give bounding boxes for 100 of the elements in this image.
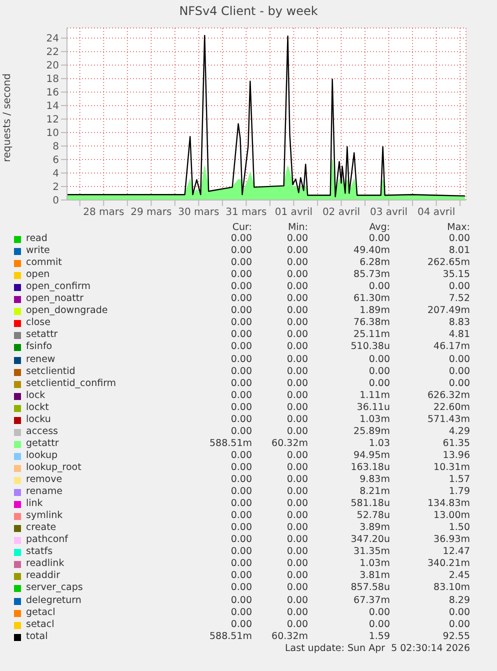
- data-label: 0.00: [230, 390, 252, 401]
- data-label: 0.00: [230, 233, 252, 244]
- y-axis-title: requests / second: [2, 72, 14, 164]
- data-label: 1.03m: [360, 414, 390, 425]
- y-tick-label: 12: [46, 114, 59, 126]
- data-label: 2.45: [448, 570, 470, 582]
- data-label: 13.96: [442, 450, 470, 461]
- category-label: open_confirm: [26, 281, 90, 292]
- data-label: 0.00: [230, 534, 252, 546]
- data-label: 1.89m: [360, 305, 390, 316]
- category-label: fsinfo: [26, 341, 52, 352]
- data-label: 0.00: [230, 341, 252, 352]
- data-label: 0.00: [286, 498, 308, 510]
- data-label: 0.00: [368, 378, 390, 389]
- data-label: 0.00: [448, 354, 470, 364]
- category-label: server_caps: [26, 582, 83, 594]
- data-label: 46.17m: [434, 341, 470, 352]
- category-label: setattr: [26, 329, 58, 340]
- data-label: 0.00: [286, 414, 308, 425]
- data-label: 85.73m: [354, 269, 390, 280]
- text: Min:: [288, 222, 308, 233]
- category-label: close: [26, 317, 50, 328]
- category-label: getattr: [26, 438, 59, 449]
- data-label: 207.49m: [428, 305, 470, 316]
- data-label: 61.35: [442, 438, 470, 449]
- x-tick-label: 30 mars: [178, 207, 220, 218]
- data-label: 0.00: [286, 558, 308, 570]
- data-label: 1.03: [368, 438, 390, 449]
- category-label: lookup_root: [26, 462, 82, 473]
- data-label: 0.00: [368, 354, 390, 364]
- data-label: 60.32m: [272, 438, 308, 449]
- data-label: 61.30m: [354, 293, 390, 304]
- data-label: 0.00: [230, 366, 252, 377]
- category-label: total: [26, 630, 48, 642]
- data-label: 0.00: [230, 474, 252, 485]
- data-label: 0.00: [368, 606, 390, 618]
- data-label: 0.00: [230, 558, 252, 570]
- category-label: open_downgrade: [26, 305, 108, 316]
- data-label: 31.35m: [354, 546, 390, 558]
- data-label: 0.00: [230, 498, 252, 510]
- data-label: 1.11m: [360, 390, 390, 401]
- x-tick-label: 28 mars: [83, 207, 124, 218]
- data-label: 0.00: [230, 594, 252, 606]
- data-label: 571.43m: [428, 414, 470, 425]
- data-label: 8.21m: [360, 486, 390, 498]
- data-label: 0.00: [230, 402, 252, 413]
- data-label: 0.00: [286, 366, 308, 377]
- data-label: 0.00: [286, 462, 308, 473]
- data-label: 60.32m: [272, 630, 308, 642]
- data-label: 0.00: [230, 414, 252, 425]
- data-label: 3.89m: [360, 522, 390, 534]
- data-label: 49.40m: [354, 245, 390, 256]
- data-label: 347.20u: [350, 534, 390, 546]
- category-label: lockt: [26, 402, 49, 413]
- data-label: 0.00: [286, 618, 308, 630]
- data-label: 0.00: [368, 618, 390, 630]
- category-label: access: [26, 426, 58, 437]
- data-label: 0.00: [230, 426, 252, 437]
- data-label: 0.00: [368, 281, 390, 292]
- text: Last update: Sun Apr 5 02:30:14 2026: [285, 642, 470, 654]
- category-label: lookup: [26, 450, 58, 461]
- data-label: 0.00: [448, 233, 470, 244]
- data-label: 134.83m: [428, 498, 470, 510]
- data-label: 76.38m: [354, 317, 390, 328]
- data-label: 9.83m: [360, 474, 390, 485]
- x-tick-label: 04 avril: [417, 207, 456, 218]
- category-label: setacl: [26, 618, 54, 630]
- data-label: 1.79: [448, 486, 470, 498]
- data-label: 8.83: [448, 317, 470, 328]
- data-label: 0.00: [230, 450, 252, 461]
- data-label: 0.00: [230, 522, 252, 534]
- data-label: 25.11m: [354, 329, 390, 340]
- data-label: 0.00: [286, 269, 308, 280]
- data-label: 0.00: [448, 606, 470, 618]
- data-label: 0.00: [448, 281, 470, 292]
- x-tick-label: 01 avril: [274, 207, 313, 218]
- data-label: 0.00: [286, 317, 308, 328]
- data-label: 626.32m: [428, 390, 470, 401]
- data-label: 0.00: [286, 594, 308, 606]
- data-label: 0.00: [286, 510, 308, 522]
- data-label: 36.93m: [434, 534, 470, 546]
- category-label: readdir: [26, 570, 60, 582]
- y-tick-label: 16: [46, 88, 59, 99]
- data-label: 94.95m: [354, 450, 390, 461]
- category-label: open: [26, 269, 50, 280]
- data-label: 0.00: [448, 366, 470, 377]
- data-label: 8.29: [448, 594, 470, 606]
- category-label: read: [26, 233, 48, 244]
- data-label: 13.00m: [434, 510, 470, 522]
- y-tick-label: 10: [46, 128, 59, 140]
- data-label: 92.55: [442, 630, 470, 642]
- data-label: 0.00: [286, 233, 308, 244]
- data-label: 0.00: [286, 305, 308, 316]
- data-label: 0.00: [368, 233, 390, 244]
- data-label: 0.00: [230, 462, 252, 473]
- category-label: setclientid_confirm: [26, 378, 116, 389]
- category-label: write: [26, 245, 50, 256]
- y-tick-label: 14: [46, 101, 59, 112]
- data-label: 0.00: [286, 426, 308, 437]
- data-label: 0.00: [286, 257, 308, 268]
